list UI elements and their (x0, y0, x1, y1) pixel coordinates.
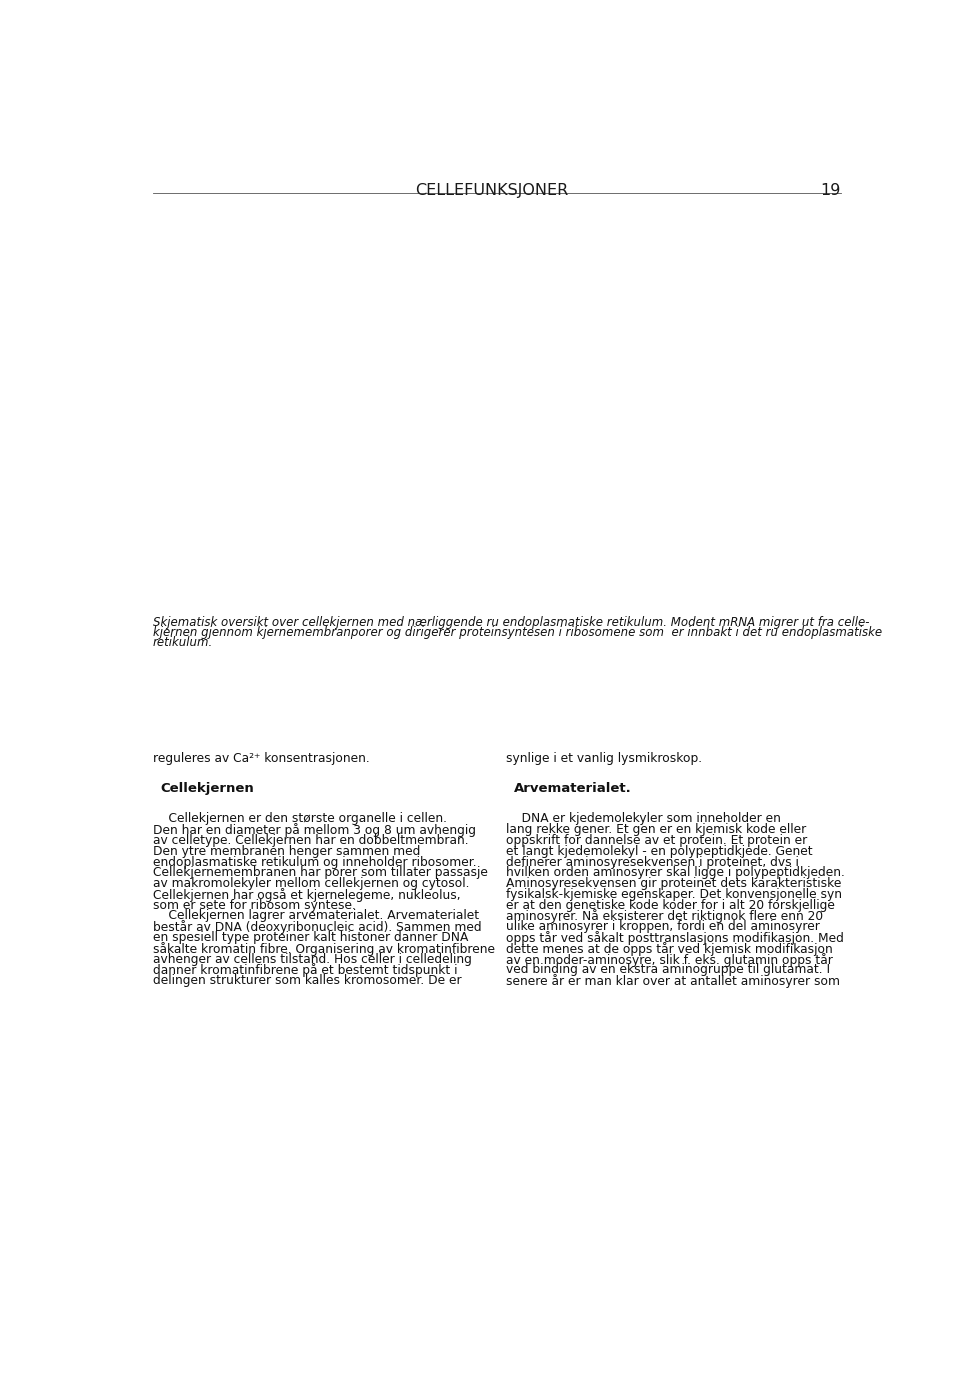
Text: Skjematisk oversikt over cellekjernen med nærliggende ru endoplasmatiske retikul: Skjematisk oversikt over cellekjernen me… (153, 615, 869, 629)
Text: består av DNA (deoxyribonucleic acid). Sammen med: består av DNA (deoxyribonucleic acid). S… (153, 920, 481, 934)
Text: en spesiell type proteiner kalt histoner danner DNA: en spesiell type proteiner kalt histoner… (153, 932, 468, 944)
Text: Aminosyresekvensen gir proteinet dets karakteristiske: Aminosyresekvensen gir proteinet dets ka… (506, 878, 841, 890)
Text: DNA er kjedemolekyler som inneholder en: DNA er kjedemolekyler som inneholder en (506, 813, 780, 825)
Text: opps tår ved såkalt posttranslasjons modifikasjon. Med: opps tår ved såkalt posttranslasjons mod… (506, 932, 844, 945)
Text: lang rekke gener. Et gen er en kjemisk kode eller: lang rekke gener. Et gen er en kjemisk k… (506, 824, 806, 836)
Text: Cellekjernen lagrer arvematerialet. Arvematerialet: Cellekjernen lagrer arvematerialet. Arve… (153, 909, 479, 922)
Text: aminosyrer. Nå eksisterer det riktignok flere enn 20: aminosyrer. Nå eksisterer det riktignok … (506, 909, 823, 923)
Text: CELLEFUNKSJONER: CELLEFUNKSJONER (416, 182, 568, 197)
Text: definerer aminosyresekvensen i proteinet, dvs i: definerer aminosyresekvensen i proteinet… (506, 856, 799, 868)
Text: Cellekjernen: Cellekjernen (160, 781, 254, 795)
Text: av en moder-aminosyre, slik f. eks. glutamin opps tår: av en moder-aminosyre, slik f. eks. glut… (506, 952, 833, 966)
Text: Cellekjernen har også et kjernelegeme, nukleolus,: Cellekjernen har også et kjernelegeme, n… (153, 887, 460, 901)
Text: dette menes at de opps tår ved kjemisk modifikasjon: dette menes at de opps tår ved kjemisk m… (506, 941, 832, 956)
Text: fysikalsk-kjemiske egenskaper. Det konvensjonelle syn: fysikalsk-kjemiske egenskaper. Det konve… (506, 887, 842, 901)
Text: retikulum.: retikulum. (153, 636, 213, 649)
Text: kjernen gjennom kjernemembranporer og dirigerer proteinsyntesen i ribosomene som: kjernen gjennom kjernemembranporer og di… (153, 627, 881, 639)
Text: Den har en diameter på mellom 3 og 8 um avhengig: Den har en diameter på mellom 3 og 8 um … (153, 824, 475, 838)
Text: Den ytre membranen henger sammen med: Den ytre membranen henger sammen med (153, 845, 420, 858)
Text: såkalte kromatin fibre. Organisering av kromatinfibrene: såkalte kromatin fibre. Organisering av … (153, 941, 494, 956)
Text: av celletype. Cellekjernen har en dobbeltmembran.: av celletype. Cellekjernen har en dobbel… (153, 834, 468, 847)
Text: reguleres av Ca²⁺ konsentrasjonen.: reguleres av Ca²⁺ konsentrasjonen. (153, 752, 370, 766)
Text: oppskrift for dannelse av et protein. Et protein er: oppskrift for dannelse av et protein. Et… (506, 834, 807, 847)
Text: et langt kjedemolekyl - en polypeptidkjede. Genet: et langt kjedemolekyl - en polypeptidkje… (506, 845, 812, 858)
Text: 19: 19 (821, 182, 841, 197)
Text: Arvematerialet.: Arvematerialet. (514, 781, 632, 795)
Text: som er sete for ribosom syntese.: som er sete for ribosom syntese. (153, 898, 355, 912)
Text: ulike aminosyrer i kroppen, fordi en del aminosyrer: ulike aminosyrer i kroppen, fordi en del… (506, 920, 820, 933)
Text: synlige i et vanlig lysmikroskop.: synlige i et vanlig lysmikroskop. (506, 752, 702, 766)
Text: danner kromatinfibrene på et bestemt tidspunkt i: danner kromatinfibrene på et bestemt tid… (153, 963, 457, 977)
Text: er at den genetiske kode koder for i alt 20 forskjellige: er at den genetiske kode koder for i alt… (506, 898, 835, 912)
Text: hvilken orden aminosyrer skal ligge i polypeptidkjeden.: hvilken orden aminosyrer skal ligge i po… (506, 867, 845, 879)
Text: delingen strukturer som kalles kromosomer. De er: delingen strukturer som kalles kromosome… (153, 974, 461, 987)
Text: av makromolekyler mellom cellekjernen og cytosol.: av makromolekyler mellom cellekjernen og… (153, 878, 469, 890)
Bar (153, 203, 841, 600)
Text: Cellekjernemembranen har porer som tillater passasje: Cellekjernemembranen har porer som tilla… (153, 867, 488, 879)
Text: Cellekjernen er den største organelle i cellen.: Cellekjernen er den største organelle i … (153, 813, 446, 825)
Text: avhenger av cellens tilstand. Hos celler i celledeling: avhenger av cellens tilstand. Hos celler… (153, 952, 471, 966)
Text: ved binding av en ekstra aminogruppe til glutamat. I: ved binding av en ekstra aminogruppe til… (506, 963, 830, 976)
Text: endoplasmatiske retikulum og inneholder ribosomer.: endoplasmatiske retikulum og inneholder … (153, 856, 476, 868)
Text: senere år er man klar over at antallet aminosyrer som: senere år er man klar over at antallet a… (506, 974, 840, 988)
